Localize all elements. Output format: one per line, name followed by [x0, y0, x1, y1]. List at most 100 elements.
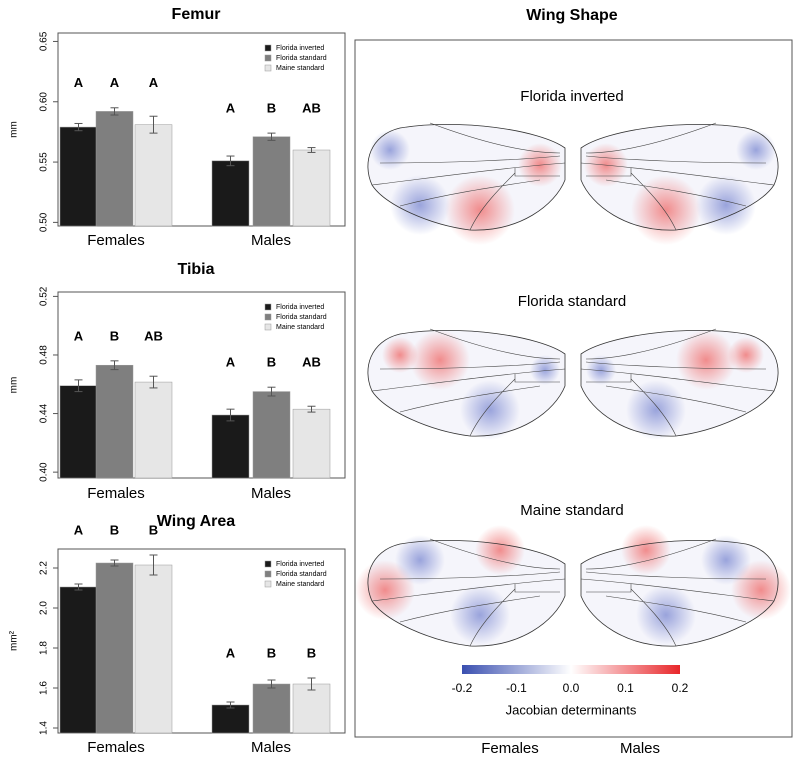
legend-label: Maine standard [276, 324, 324, 331]
deformation-blob [636, 585, 696, 645]
bar [252, 391, 291, 479]
error-bar [74, 122, 83, 132]
colorbar-tick-label: 0.2 [672, 681, 689, 695]
chart-title: Tibia [177, 261, 214, 278]
bar [95, 111, 134, 227]
wing-veins [580, 122, 775, 231]
y-tick-label: 0.50 [39, 212, 50, 232]
wing-row-label: Florida standard [518, 293, 626, 310]
significance-letter: B [267, 355, 276, 370]
significance-letter: A [149, 75, 159, 90]
significance-letter: A [226, 645, 236, 660]
legend-swatch [264, 313, 272, 321]
legend-swatch [264, 303, 272, 311]
legend-label: Maine standard [276, 65, 324, 72]
colorbar-tick-label: 0.0 [563, 681, 580, 695]
legend-swatch [264, 323, 272, 331]
error-bar [110, 360, 119, 371]
y-axis-label: mm [9, 121, 20, 138]
bar [292, 683, 331, 734]
error-bar [267, 132, 276, 141]
x-category-label: Males [251, 739, 291, 756]
colorbar [462, 665, 680, 674]
bar [211, 414, 250, 479]
y-tick-label: 0.52 [39, 286, 50, 306]
colorbar-tick-label: 0.1 [617, 681, 634, 695]
y-tick-label: 2.0 [39, 601, 50, 615]
error-bar [110, 107, 119, 116]
legend-swatch [264, 580, 272, 588]
bar [211, 160, 250, 227]
deformation-blob [701, 535, 751, 585]
y-tick-label: 0.40 [39, 462, 50, 482]
significance-letter: B [307, 645, 316, 660]
error-bar [226, 701, 235, 709]
significance-letter: A [74, 522, 84, 537]
error-bar [226, 155, 235, 167]
wing-outline [367, 330, 566, 437]
x-category-label: Females [87, 739, 145, 756]
bar [59, 586, 98, 734]
deformation-blob [450, 585, 510, 645]
bar [95, 562, 134, 734]
deformation-blob [390, 175, 450, 235]
wing [355, 525, 566, 647]
colorbar-tick-label: -0.1 [506, 681, 527, 695]
deformation-blob [626, 380, 686, 440]
deformation-blob [475, 525, 525, 575]
legend-swatch [264, 44, 272, 52]
colorbar-label: Jacobian determinants [506, 702, 637, 717]
error-bar [149, 554, 158, 576]
error-bar [307, 405, 316, 413]
x-category-label: Males [251, 485, 291, 502]
plot-frame [57, 548, 346, 734]
deformation-blob [382, 337, 418, 373]
error-bar [226, 408, 235, 422]
y-tick-label: 1.4 [39, 721, 50, 735]
x-category-label: Males [251, 232, 291, 249]
wings: Florida inverted Florida standard Maine st… [355, 88, 791, 647]
legend-swatch [264, 54, 272, 62]
legend-swatch [264, 560, 272, 568]
chart-title: Wing Area [157, 513, 235, 530]
significance-letter: B [267, 101, 276, 116]
wing-outline [580, 124, 779, 231]
x-category-label: Females [87, 232, 145, 249]
legend-swatch [264, 64, 272, 72]
legend-label: Florida inverted [276, 304, 324, 311]
x-category-label: Females [87, 485, 145, 502]
wing-outline [367, 540, 566, 647]
significance-letter: A [74, 75, 84, 90]
error-bar [267, 386, 276, 397]
bar [134, 381, 173, 479]
column-label: Males [620, 740, 660, 757]
wing [580, 122, 779, 245]
deformation-blob [696, 175, 756, 235]
wing-outline [367, 124, 566, 231]
y-tick-label: 1.6 [39, 681, 50, 695]
y-axis-label: mm [9, 377, 20, 394]
error-bar [307, 677, 316, 691]
significance-letter: B [110, 522, 119, 537]
error-bar [74, 379, 83, 393]
bar [211, 704, 250, 734]
wing-panel-frame [354, 39, 793, 738]
deformation-blob [370, 130, 410, 170]
colorbar-tick-label: -0.2 [452, 681, 473, 695]
y-tick-label: 0.60 [39, 92, 50, 112]
y-tick-label: 0.44 [39, 403, 50, 423]
wing [580, 328, 779, 440]
y-tick-label: 0.48 [39, 345, 50, 365]
wing [367, 328, 566, 440]
legend-label: Florida standard [276, 571, 327, 578]
significance-letter: AB [302, 355, 321, 370]
wing-row-label: Maine standard [520, 502, 623, 519]
wing-veins [580, 328, 775, 437]
significance-letter: B [149, 522, 158, 537]
column-label: Females [481, 740, 539, 757]
error-bar [267, 679, 276, 689]
bar [59, 126, 98, 227]
bar [252, 683, 291, 734]
significance-letter: B [267, 645, 276, 660]
y-tick-label: 0.65 [39, 31, 50, 51]
